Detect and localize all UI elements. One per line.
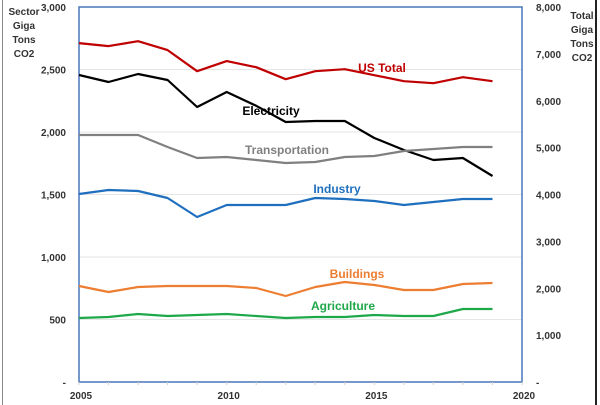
left-axis-tick-label: - bbox=[63, 378, 66, 389]
series-labels: US Total Electricity Transportation Industr… bbox=[242, 61, 406, 313]
left-axis-title: Sector Giga Tons CO2 bbox=[8, 7, 39, 60]
right-axis-tick-label: 3,000 bbox=[536, 237, 561, 248]
gridlines bbox=[79, 69, 522, 320]
left-axis-tick-label: 500 bbox=[49, 316, 66, 327]
left-axis-title-word: Giga bbox=[13, 21, 36, 32]
left-axis-tick-label: 1,500 bbox=[41, 191, 66, 202]
plot-area-border bbox=[78, 6, 523, 383]
left-axis-ticks: - 500 1,000 1,500 2,000 2,500 3,000 bbox=[41, 3, 66, 389]
right-axis-tick-label: - bbox=[536, 378, 539, 389]
left-axis-tick-label: 3,000 bbox=[41, 3, 66, 14]
series-lines bbox=[78, 40, 494, 320]
series-line-us-total bbox=[78, 40, 493, 85]
left-axis-title-word: Tons bbox=[12, 35, 36, 46]
x-axis-ticks: 2005 2010 2015 2020 bbox=[70, 382, 536, 402]
right-axis-title-word: Total bbox=[570, 11, 593, 22]
right-axis-title-word: Tons bbox=[570, 39, 594, 50]
series-line-buildings bbox=[78, 280, 493, 298]
right-axis-tick-label: 2,000 bbox=[536, 284, 561, 295]
left-axis-title-word: CO2 bbox=[14, 49, 35, 60]
right-axis-title-word: Giga bbox=[571, 25, 594, 36]
left-axis-tick-label: 2,000 bbox=[41, 128, 66, 139]
left-axis-tick-label: 2,500 bbox=[41, 66, 66, 77]
right-axis-title-word: CO2 bbox=[572, 53, 593, 64]
series-line-agriculture bbox=[78, 307, 493, 320]
series-line-industry bbox=[78, 188, 493, 219]
right-axis-tick-label: 7,000 bbox=[536, 50, 561, 61]
right-axis-tick-label: 6,000 bbox=[536, 97, 561, 108]
right-axis-tick-label: 8,000 bbox=[536, 3, 561, 14]
right-axis-title: Total Giga Tons CO2 bbox=[570, 11, 594, 64]
left-axis-tick-label: 1,000 bbox=[41, 253, 66, 264]
right-frame-border bbox=[595, 0, 597, 405]
series-line-electricity bbox=[78, 72, 494, 177]
right-axis-tick-label: 1,000 bbox=[536, 331, 561, 342]
left-frame-border bbox=[2, 0, 3, 405]
right-axis-tick-label: 4,000 bbox=[536, 191, 561, 202]
right-axis-tick-label: 5,000 bbox=[536, 144, 561, 155]
left-axis-title-word: Sector bbox=[8, 7, 39, 18]
x-axis-tick-label: 2015 bbox=[365, 391, 388, 402]
x-axis-tick-label: 2005 bbox=[70, 391, 93, 402]
series-label-transportation: Transportation bbox=[245, 143, 329, 157]
series-label-buildings: Buildings bbox=[330, 267, 385, 281]
series-line-transportation bbox=[79, 133, 493, 165]
x-axis-tick-label: 2020 bbox=[513, 391, 536, 402]
right-axis-ticks: - 1,000 2,000 3,000 4,000 5,000 6,000 7,000 8,00… bbox=[536, 3, 561, 389]
series-label-agriculture: Agriculture bbox=[311, 299, 375, 313]
series-label-us-total: US Total bbox=[358, 61, 406, 75]
x-axis-tick-label: 2010 bbox=[218, 391, 241, 402]
series-label-industry: Industry bbox=[313, 182, 361, 196]
series-label-electricity: Electricity bbox=[242, 104, 300, 118]
